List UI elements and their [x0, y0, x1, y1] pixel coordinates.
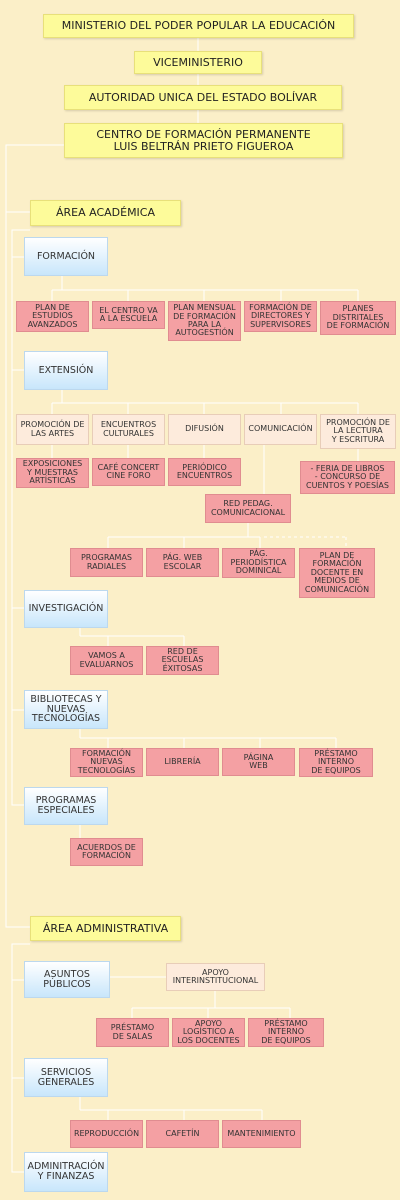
autoridad-box: AUTORIDAD UNICA DEL ESTADO BOLÍVAR — [64, 85, 342, 110]
viceministerio-box: VICEMINISTERIO — [134, 51, 262, 74]
centro-box: CENTRO DE FORMACIÓN PERMANENTE LUIS BELT… — [64, 123, 343, 158]
asuntos-publicos-box: ASUNTOS PÚBLICOS — [24, 961, 110, 998]
servicios-item: CAFETÍN — [146, 1120, 219, 1148]
area-academica-box: ÁREA ACADÉMICA — [30, 200, 181, 226]
asuntos-item: PRÉSTAMO DE SALAS — [96, 1018, 169, 1047]
servicios-item: MANTENIMIENTO — [222, 1120, 301, 1148]
investigacion-item: RED DE ESCUELAS ÉXITOSAS — [146, 646, 219, 675]
red-item: PÁG. PERIODÍSTICA DOMINICAL — [222, 548, 295, 578]
red-item: PLAN DE FORMACIÓN DOCENTE EN MEDIOS DE C… — [299, 548, 375, 598]
formacion-item: PLAN DE ESTUDIOS AVANZADOS — [16, 301, 89, 332]
formacion-item: PLAN MENSUAL DE FORMACIÓN PARA LA AUTOGE… — [168, 301, 241, 341]
administracion-finanzas-box: ADMINITRACIÓN Y FINANZAS — [24, 1152, 108, 1192]
red-pedagogica-box: RED PEDAG. COMUNICACIONAL — [205, 494, 291, 523]
apoyo-interinstitucional-box: APOYO INTERINSTITUCIONAL — [166, 963, 265, 991]
area-administrativa-box: ÁREA ADMINISTRATIVA — [30, 916, 181, 941]
bibliotecas-item: PRÉSTAMO INTERNO DE EQUIPOS — [299, 748, 373, 777]
bibliotecas-item: LIBRERÍA — [146, 748, 219, 776]
formacion-item: PLANES DISTRITALES DE FORMACIÓN — [320, 301, 396, 335]
asuntos-item: APOYO LOGÍSTICO A LOS DOCENTES — [172, 1018, 245, 1047]
extension-category: COMUNICACIÓN — [244, 414, 317, 445]
formacion-box: FORMACIÓN — [24, 237, 108, 276]
extension-subitem: - FERIA DE LIBROS - CONCURSO DE CUENTOS … — [300, 461, 395, 494]
extension-box: EXTENSIÓN — [24, 351, 108, 390]
extension-category: PROMOCIÓN DE LAS ARTES — [16, 414, 89, 445]
extension-subitem: PERIÓDICO ENCUENTROS — [168, 458, 241, 486]
asuntos-item: PRÉSTAMO INTERNO DE EQUIPOS — [248, 1018, 324, 1047]
red-item: PÁG. WEB ESCOLAR — [146, 548, 219, 577]
servicios-item: REPRODUCCIÓN — [70, 1120, 143, 1148]
investigacion-box: INVESTIGACIÓN — [24, 590, 108, 628]
red-item: PROGRAMAS RADIALES — [70, 548, 143, 577]
investigacion-item: VAMOS A EVALUARNOS — [70, 646, 143, 675]
formacion-item: EL CENTRO VA A LA ESCUELA — [92, 301, 165, 329]
bibliotecas-item: PÁGINA WEB — [222, 748, 295, 776]
programas-especiales-box: PROGRAMAS ESPECIALES — [24, 787, 108, 825]
formacion-item: FORMACIÓN DE DIRECTORES Y SUPERVISORES — [244, 301, 317, 332]
programas-item: ACUERDOS DE FORMACIÓN — [70, 838, 143, 866]
servicios-generales-box: SERVICIOS GENERALES — [24, 1058, 108, 1097]
bibliotecas-box: BIBLIOTECAS Y NUEVAS TECNOLOGÍAS — [24, 690, 108, 729]
extension-subitem: CAFÉ CONCERT CINE FORO — [92, 458, 165, 486]
extension-category: DIFUSIÓN — [168, 414, 241, 445]
extension-subitem: EXPOSICIONES Y MUESTRAS ARTÍSTICAS — [16, 458, 89, 488]
ministerio-box: MINISTERIO DEL PODER POPULAR LA EDUCACIÓ… — [43, 14, 354, 38]
bibliotecas-item: FORMACIÓN NUEVAS TECNOLOGÍAS — [70, 748, 143, 777]
extension-category: ENCUENTROS CULTURALES — [92, 414, 165, 445]
extension-category: PROMOCIÓN DE LA LECTURA Y ESCRITURA — [320, 414, 396, 449]
